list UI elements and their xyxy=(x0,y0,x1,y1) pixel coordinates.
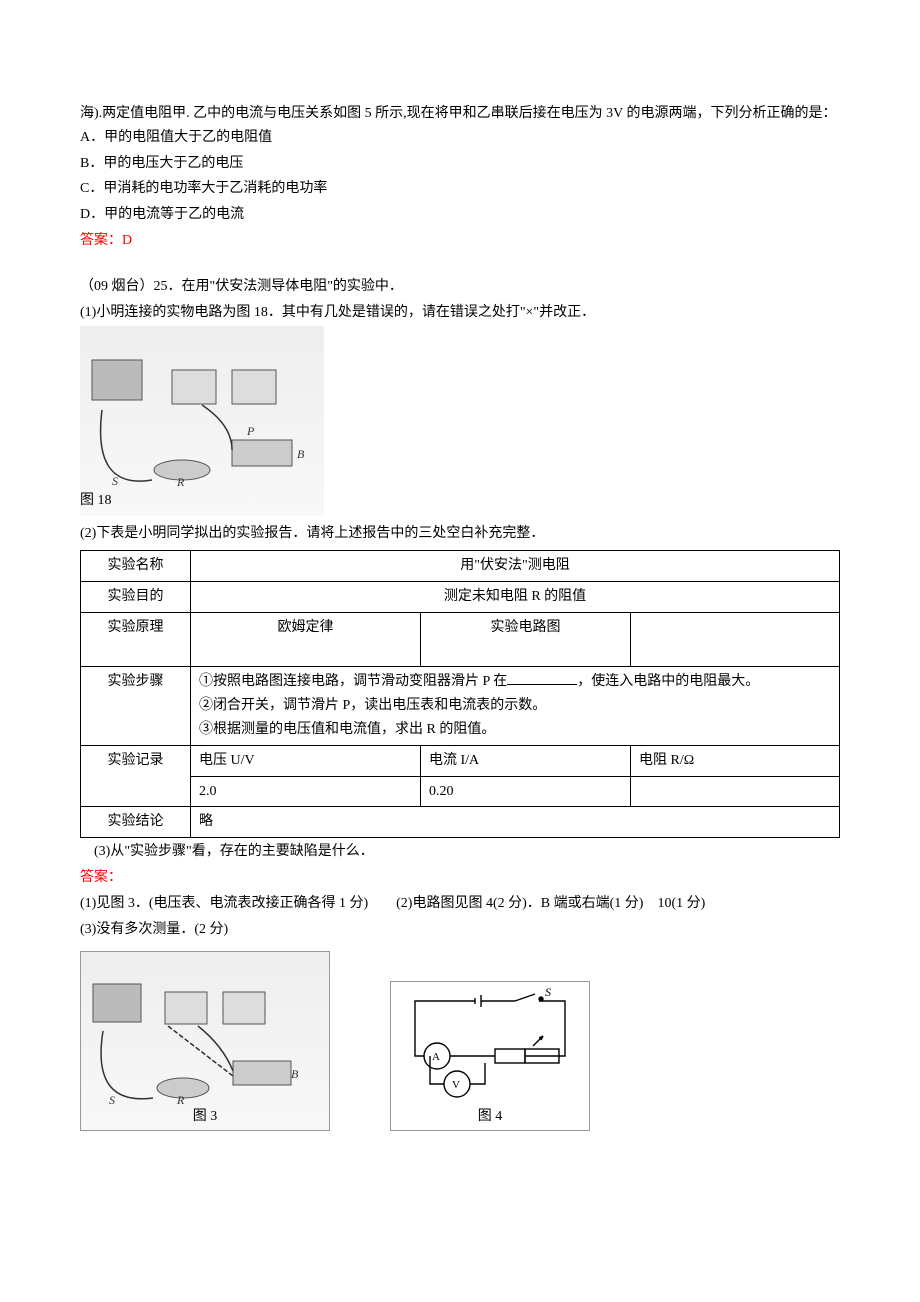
q2-part2: (2)下表是小明同学拟出的实验报告．请将上述报告中的三处空白补充完整． xyxy=(80,522,840,546)
figure-3-caption: 图 3 xyxy=(81,1105,329,1129)
table-row: 实验原理 欧姆定律 实验电路图 xyxy=(81,612,840,667)
step3: ③根据测量的电压值和电流值，求出 R 的阻值。 xyxy=(199,722,495,737)
svg-text:S: S xyxy=(545,986,551,999)
figure-4-caption: 图 4 xyxy=(391,1105,589,1129)
q1-answer: 答案：D xyxy=(80,229,840,253)
cell-steps-value: ①按照电路图连接电路，调节滑动变阻器滑片 P 在 ，使连入电路中的电阻最大。 ②闭… xyxy=(191,667,840,745)
q2-part3: (3)从"实验步骤"看，存在的主要缺陷是什么． xyxy=(80,840,840,864)
step1-post: ，使连入电路中的电阻最大。 xyxy=(577,674,759,689)
cell-circuit-label: 实验电路图 xyxy=(421,612,631,667)
cell-principle-label: 实验原理 xyxy=(81,612,191,667)
q2-part1: (1)小明连接的实物电路为图 18．其中有几处是错误的，请在错误之处打"×"并改… xyxy=(80,301,840,325)
q2-answer-line1: (1)见图 3．(电压表、电流表改接正确各得 1 分) (2)电路图见图 4(2… xyxy=(80,892,840,916)
document-page: 海).两定值电阻甲. 乙中的电流与电压关系如图 5 所示,现在将甲和乙串联后接在… xyxy=(0,0,920,1302)
cell-record-v1: 2.0 xyxy=(191,776,421,807)
circuit-diagram-icon: A V S xyxy=(395,986,585,1106)
step2: ②闭合开关，调节滑片 P，读出电压表和电流表的示数。 xyxy=(199,698,546,713)
cell-name-label: 实验名称 xyxy=(81,551,191,582)
step1-pre: ①按照电路图连接电路，调节滑动变阻器滑片 P 在 xyxy=(199,674,507,689)
q2-answer-line3: (3)没有多次测量．(2 分) xyxy=(80,918,840,942)
q1-option-c: C．甲消耗的电功率大于乙消耗的电功率 xyxy=(80,177,840,201)
svg-text:P: P xyxy=(246,424,255,438)
table-row: 实验结论 略 xyxy=(81,807,840,838)
cell-name-value: 用"伏安法"测电阻 xyxy=(191,551,840,582)
cell-record-h2: 电流 I/A xyxy=(421,745,631,776)
cell-record-v2: 0.20 xyxy=(421,776,631,807)
svg-text:V: V xyxy=(452,1079,460,1091)
table-row: 实验名称 用"伏安法"测电阻 xyxy=(81,551,840,582)
cell-steps-label: 实验步骤 xyxy=(81,667,191,745)
figure-3-placeholder: S R B 图 3 xyxy=(80,951,330,1131)
svg-text:A: A xyxy=(432,1051,440,1063)
cell-record-v3-blank xyxy=(631,776,840,807)
cell-conclusion-value: 略 xyxy=(191,807,840,838)
answer-figures-row: S R B 图 3 xyxy=(80,951,840,1131)
experiment-report-table: 实验名称 用"伏安法"测电阻 实验目的 测定未知电阻 R 的阻值 实验原理 欧姆… xyxy=(80,550,840,838)
figure-4-circuit: A V S 图 4 xyxy=(390,981,590,1131)
cell-purpose-value: 测定未知电阻 R 的阻值 xyxy=(191,581,840,612)
figure-18-caption: 图 18 xyxy=(80,489,324,513)
svg-text:S: S xyxy=(112,474,118,488)
q1-option-b: B．甲的电压大于乙的电压 xyxy=(80,152,840,176)
fill-blank xyxy=(507,671,577,685)
svg-text:R: R xyxy=(176,475,185,489)
table-row: 实验记录 电压 U/V 电流 I/A 电阻 R/Ω xyxy=(81,745,840,776)
cell-record-h1: 电压 U/V xyxy=(191,745,421,776)
q1-stem-continuation: 海).两定值电阻甲. 乙中的电流与电压关系如图 5 所示,现在将甲和乙串联后接在… xyxy=(80,102,840,150)
figure-18-placeholder: S R P B 图 18 xyxy=(80,326,324,516)
cell-record-h3: 电阻 R/Ω xyxy=(631,745,840,776)
cell-circuit-blank xyxy=(631,612,840,667)
circuit-sketch-icon: S R P B xyxy=(82,350,322,510)
cell-purpose-label: 实验目的 xyxy=(81,581,191,612)
q1-option-d: D．甲的电流等于乙的电流 xyxy=(80,203,840,227)
svg-text:B: B xyxy=(291,1067,299,1081)
table-row: 实验目的 测定未知电阻 R 的阻值 xyxy=(81,581,840,612)
cell-record-label: 实验记录 xyxy=(81,745,191,807)
q2-answer-label: 答案： xyxy=(80,866,840,890)
table-row: 实验步骤 ①按照电路图连接电路，调节滑动变阻器滑片 P 在 ，使连入电路中的电阻最… xyxy=(81,667,840,745)
svg-text:B: B xyxy=(297,447,305,461)
cell-conclusion-label: 实验结论 xyxy=(81,807,191,838)
table-row: 2.0 0.20 xyxy=(81,776,840,807)
q2-source: （09 烟台）25．在用"伏安法测导体电阻"的实验中． xyxy=(80,275,840,299)
cell-principle-value: 欧姆定律 xyxy=(191,612,421,667)
spacer xyxy=(80,255,840,273)
